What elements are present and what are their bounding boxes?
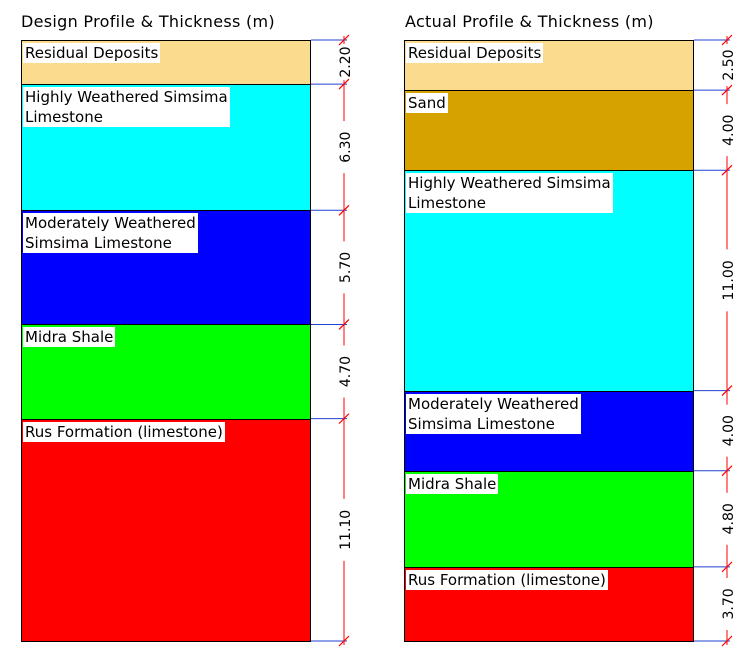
soil-layer: Midra Shale (21, 324, 311, 420)
thickness-label: 6.30 (338, 132, 354, 163)
soil-layer-name: Sand (406, 93, 448, 114)
soil-layer: Moderately Weathered Simsima Limestone (21, 210, 311, 326)
actual-profile-column: Residual Deposits Sand Highly Weathered Si… (404, 40, 694, 642)
soil-layer-name: Highly Weathered Simsima Limestone (23, 87, 230, 128)
soil-layer: Sand (404, 90, 694, 172)
soil-layer: Midra Shale (404, 470, 694, 568)
soil-layer-name: Midra Shale (406, 473, 499, 494)
soil-layer-name: Residual Deposits (406, 43, 544, 63)
soil-layer: Rus Formation (limestone) (404, 566, 694, 642)
design-profile-title: Design Profile & Thickness (m) (21, 12, 275, 31)
design-profile-column: Residual Deposits Highly Weathered Simsim… (21, 40, 311, 642)
thickness-label: 11.00 (721, 260, 737, 300)
thickness-label: 4.70 (338, 356, 354, 387)
design-thickness-dimensions: 2.20 6.30 5.70 4.70 11.10 (311, 34, 354, 647)
thickness-label: 2.50 (721, 49, 737, 80)
soil-layer: Highly Weathered Simsima Limestone (21, 84, 311, 212)
actual-thickness-dimensions: 2.50 4.00 11.00 4.00 4.80 3.70 (694, 34, 737, 647)
thickness-label: 3.70 (721, 588, 737, 619)
soil-layer-name: Highly Weathered Simsima Limestone (406, 173, 613, 214)
thickness-label: 4.00 (721, 415, 737, 446)
thickness-label: 2.20 (338, 46, 354, 77)
soil-layer-name: Residual Deposits (23, 43, 161, 63)
actual-profile-title: Actual Profile & Thickness (m) (405, 12, 654, 31)
soil-layer: Highly Weathered Simsima Limestone (404, 170, 694, 392)
thickness-label: 4.80 (721, 503, 737, 534)
soil-layer-name: Rus Formation (limestone) (23, 421, 225, 442)
soil-layer: Residual Deposits (21, 40, 311, 86)
soil-layer-name: Midra Shale (23, 327, 116, 348)
soil-layer-name: Moderately Weathered Simsima Limestone (406, 393, 581, 434)
soil-layer: Residual Deposits (404, 40, 694, 92)
soil-layer: Moderately Weathered Simsima Limestone (404, 390, 694, 472)
thickness-label: 11.10 (338, 510, 354, 550)
soil-layer-name: Moderately Weathered Simsima Limestone (23, 213, 198, 254)
thickness-label: 4.00 (721, 115, 737, 146)
thickness-label: 5.70 (338, 252, 354, 283)
soil-layer-name: Rus Formation (limestone) (406, 569, 608, 590)
soil-layer: Rus Formation (limestone) (21, 418, 311, 642)
